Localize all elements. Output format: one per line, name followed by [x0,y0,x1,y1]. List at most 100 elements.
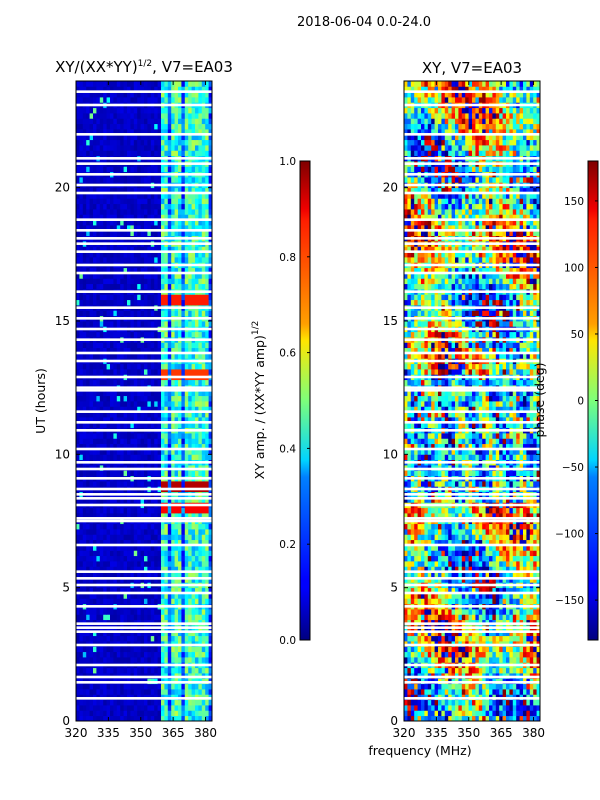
amplitude-cell [201,545,206,551]
amplitude-cell [99,555,104,562]
amplitude-cell [154,150,158,157]
amplitude-cell [133,651,138,658]
amplitude-cell [157,219,162,226]
amplitude-cell [96,283,101,290]
amplitude-cell [79,251,84,258]
amplitude-cell [184,123,189,130]
amplitude-cell [79,91,84,98]
phase-cell [512,710,517,717]
amplitude-cell [82,134,87,141]
amplitude-cell [127,715,131,721]
amplitude-cell [178,433,182,439]
amplitude-cell [154,699,158,706]
amplitude-cell [174,497,179,503]
amplitude-cell [106,225,111,231]
amplitude-cell [79,198,84,205]
amplitude-cell [184,651,189,658]
amplitude-cell [130,507,135,514]
amplitude-cell [144,134,148,141]
amplitude-cell [133,433,138,439]
phase-cell [434,710,439,717]
amplitude-cell [113,294,118,301]
amplitude-cell [154,545,158,551]
amplitude-cell [205,129,209,135]
amplitude-cell [150,214,155,221]
amplitude-cell [178,166,182,173]
amplitude-cell [157,379,162,386]
amplitude-cell [191,689,196,695]
amplitude-cell [171,571,175,578]
amplitude-cell [171,347,175,354]
amplitude-cell [147,577,152,583]
amplitude-cell [201,81,206,87]
amplitude-cell [157,689,162,695]
amplitude-cell [164,481,169,487]
phase-cell [516,710,520,717]
amplitude-cell [167,646,172,653]
amplitude-cell [123,705,128,711]
amplitude-cell [144,379,148,386]
amplitude-cell [201,294,206,301]
amplitude-cell [123,646,128,653]
amplitude-cell [110,507,114,514]
amplitude-cell [147,198,152,205]
amplitude-cell [133,369,138,375]
amplitude-cell [96,406,101,413]
amplitude-cell [201,187,206,194]
amplitude-cell [123,550,128,557]
amplitude-cell [113,139,118,146]
amplitude-cell [157,539,162,546]
phase-cell [472,715,476,721]
amplitude-cell [123,81,128,87]
amplitude-cell [161,246,165,253]
amplitude-cell [113,593,118,599]
amplitude-cell [174,577,179,583]
amplitude-cell [113,699,118,706]
amplitude-gap-row [76,681,212,684]
amplitude-cell [93,150,97,157]
amplitude-cell [201,395,206,402]
amplitude-cell [106,614,111,621]
amplitude-cell [106,283,111,290]
amplitude-cell [208,689,212,695]
amplitude-cell [208,193,212,199]
amplitude-cell [110,401,114,407]
amplitude-cell [178,683,182,690]
amplitude-cell [154,134,158,141]
amplitude-cell [144,566,148,573]
amplitude-cell [103,593,107,599]
amplitude-cell [150,438,155,445]
amplitude-cell [198,321,203,327]
amplitude-cell [157,209,162,215]
amplitude-cell [188,198,192,205]
amplitude-cell [191,294,196,301]
amplitude-cell [137,534,141,541]
amplitude-cell [181,150,186,157]
amplitude-cell [174,379,179,386]
amplitude-cell [137,209,141,215]
amplitude-cell [133,139,138,146]
amplitude-cell [103,342,107,349]
amplitude-cell [123,331,128,338]
amplitude-cell [144,209,148,215]
amplitude-cell [171,545,175,551]
amplitude-cell [201,449,206,455]
amplitude-cell [201,566,206,573]
amplitude-cell [181,630,186,637]
amplitude-cell [123,342,128,349]
amplitude-cell [184,422,189,429]
amplitude-cell [184,363,189,370]
amplitude-cell [147,593,152,599]
amplitude-cell [191,267,196,274]
amplitude-cell [96,81,101,87]
amplitude-cell [198,438,203,445]
amplitude-cell [89,177,94,183]
amplitude-cell [110,646,114,653]
amplitude-cell [157,246,162,253]
amplitude-cell [208,203,212,210]
amplitude-cell [188,609,192,615]
amplitude-cell [144,523,148,530]
amplitude-cell [99,497,104,503]
amplitude-cell [195,587,199,594]
amplitude-cell [188,454,192,461]
